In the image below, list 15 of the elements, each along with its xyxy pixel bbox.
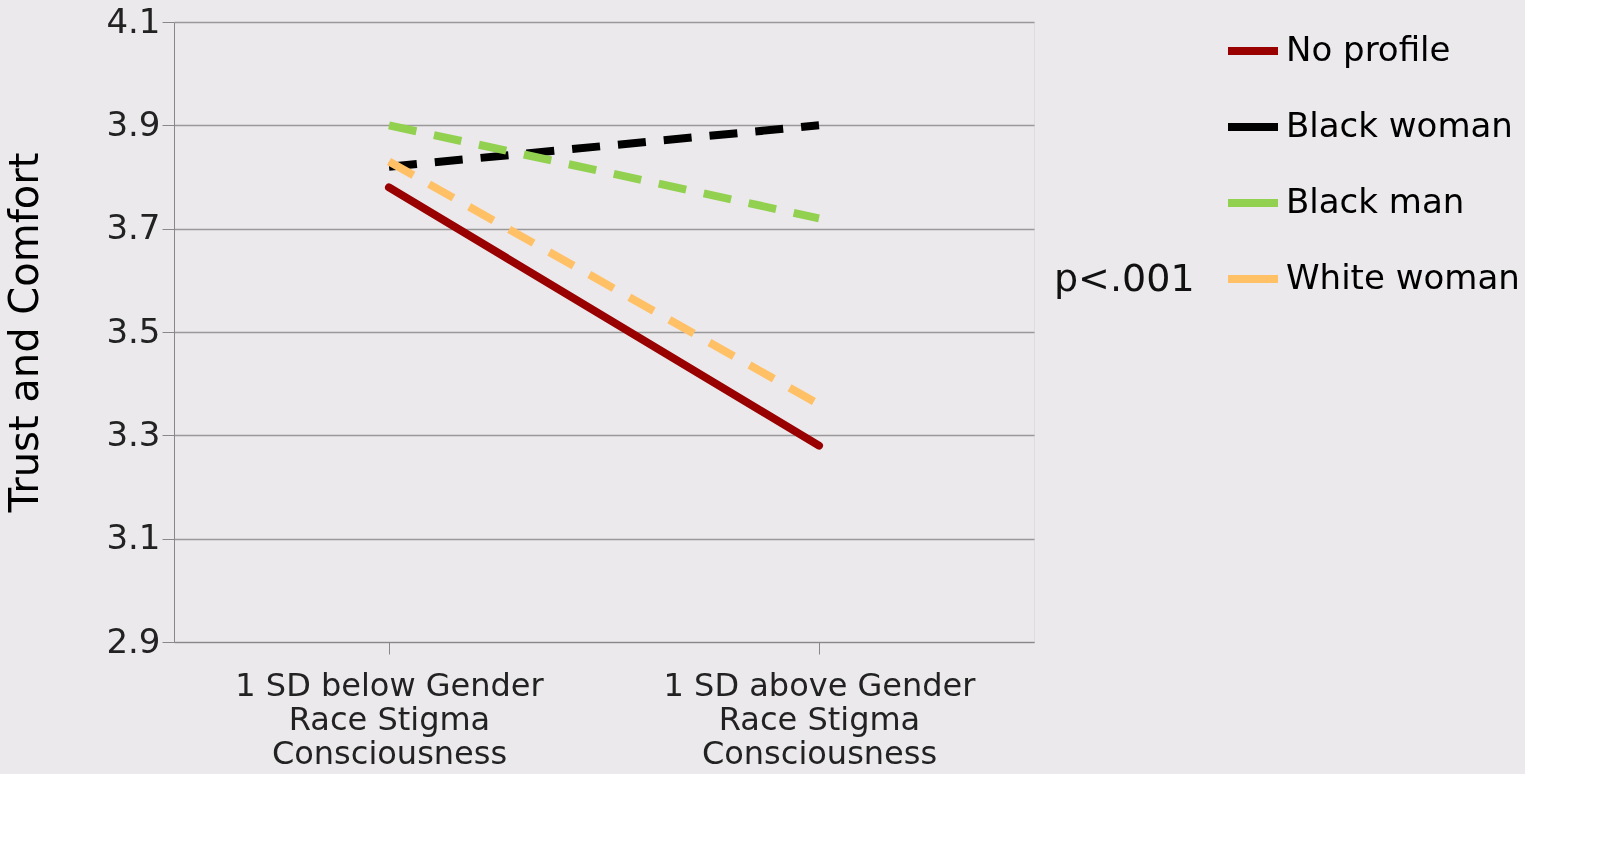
legend-label: Black man	[1286, 181, 1465, 221]
text: p<.001	[1054, 256, 1195, 300]
y-tick-label: 2.9	[106, 620, 161, 661]
y-axis-title: Trust and Comfort	[1, 152, 48, 514]
legend-label: No profile	[1286, 29, 1451, 69]
y-tick-label: 4.1	[106, 0, 161, 41]
x-tick-label: 1 SD above Gender Race Stigma Consciousness	[663, 665, 977, 772]
legend-label: White woman	[1286, 257, 1520, 297]
x-tick-label: 1 SD below Gender Race Stigma Consciousness	[235, 665, 545, 772]
y-tick-label: 3.7	[106, 207, 161, 248]
y-tick-label: 3.9	[106, 103, 161, 144]
legend-label: Black woman	[1286, 105, 1513, 145]
y-tick-label: 3.5	[106, 310, 161, 351]
y-tick-label: 3.1	[106, 517, 161, 558]
y-tick-label: 3.3	[106, 413, 161, 454]
